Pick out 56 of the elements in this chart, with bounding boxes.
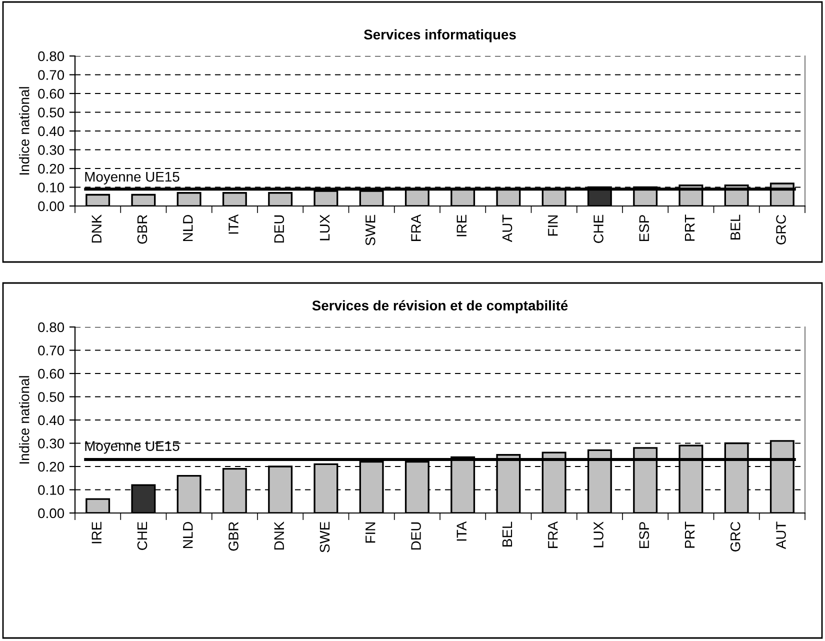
- y-tick-label: 0.10: [38, 182, 64, 192]
- x-tick-label: GBR: [228, 522, 238, 551]
- x-tick-label: ITA: [456, 521, 466, 541]
- y-tick-label: 0.00: [38, 508, 64, 518]
- x-tick-label: DNK: [92, 214, 102, 243]
- x-tick-label: AUT: [776, 522, 786, 550]
- y-axis-title: Indice national: [19, 376, 30, 464]
- y-tick-label: 0.30: [38, 145, 64, 155]
- x-tick-label: ESP: [639, 522, 650, 548]
- x-tick-label: FIN: [366, 522, 376, 543]
- y-tick-label: 0.70: [38, 70, 64, 80]
- chart-title: Services de révision et de comptabilité: [312, 300, 568, 314]
- y-tick-label: 0.50: [38, 108, 64, 118]
- y-tick-label: 0.20: [38, 164, 64, 174]
- x-tick-label: BEL: [502, 522, 512, 546]
- x-tick-label: NLD: [183, 522, 193, 548]
- x-tick-label: BEL: [730, 214, 740, 240]
- y-tick-label: 0.40: [38, 415, 64, 426]
- x-tick-label: SWE: [320, 522, 330, 552]
- y-tick-label: 0.80: [38, 51, 64, 62]
- x-tick-label: FRA: [548, 521, 558, 548]
- x-tick-label: CHE: [137, 522, 148, 550]
- x-tick-label: ITA: [228, 214, 238, 234]
- x-tick-label: GBR: [137, 214, 148, 244]
- y-tick-label: 0.40: [38, 126, 64, 136]
- x-tick-label: NLD: [183, 214, 193, 241]
- x-tick-label: FRA: [411, 214, 421, 241]
- ref-line-label: Moyenne UE15: [85, 172, 180, 184]
- y-tick-label: 0.10: [38, 485, 64, 495]
- y-tick-label: 0.80: [38, 322, 64, 332]
- chart-title: Services informatiques: [364, 29, 516, 42]
- y-tick-label: 0.20: [38, 462, 64, 472]
- y-tick-label: 0.00: [38, 201, 64, 212]
- x-tick-label: DEU: [411, 522, 421, 550]
- x-tick-label: CHE: [594, 214, 604, 243]
- x-tick-label: AUT: [502, 214, 512, 242]
- y-axis-title: Indice national: [19, 87, 30, 174]
- x-tick-label: PRT: [684, 214, 695, 241]
- x-tick-label: LUX: [594, 522, 604, 548]
- y-tick-label: 0.30: [38, 438, 64, 448]
- y-tick-label: 0.70: [38, 346, 64, 356]
- x-tick-label: DEU: [274, 215, 284, 243]
- x-tick-label: GRC: [776, 214, 786, 244]
- x-tick-label: GRC: [730, 522, 740, 552]
- x-tick-label: IRE: [456, 214, 466, 236]
- x-tick-label: DNK: [274, 521, 284, 550]
- x-tick-label: LUX: [320, 214, 330, 240]
- y-tick-label: 0.60: [38, 88, 64, 99]
- x-tick-label: FIN: [548, 215, 558, 236]
- y-tick-label: 0.60: [38, 368, 64, 379]
- x-tick-label: PRT: [684, 522, 695, 548]
- ref-line-label: Moyenne UE15: [85, 441, 180, 454]
- x-tick-label: SWE: [365, 214, 376, 246]
- y-tick-label: 0.50: [38, 392, 64, 402]
- x-tick-label: ESP: [639, 215, 650, 241]
- x-tick-label: IRE: [92, 522, 102, 544]
